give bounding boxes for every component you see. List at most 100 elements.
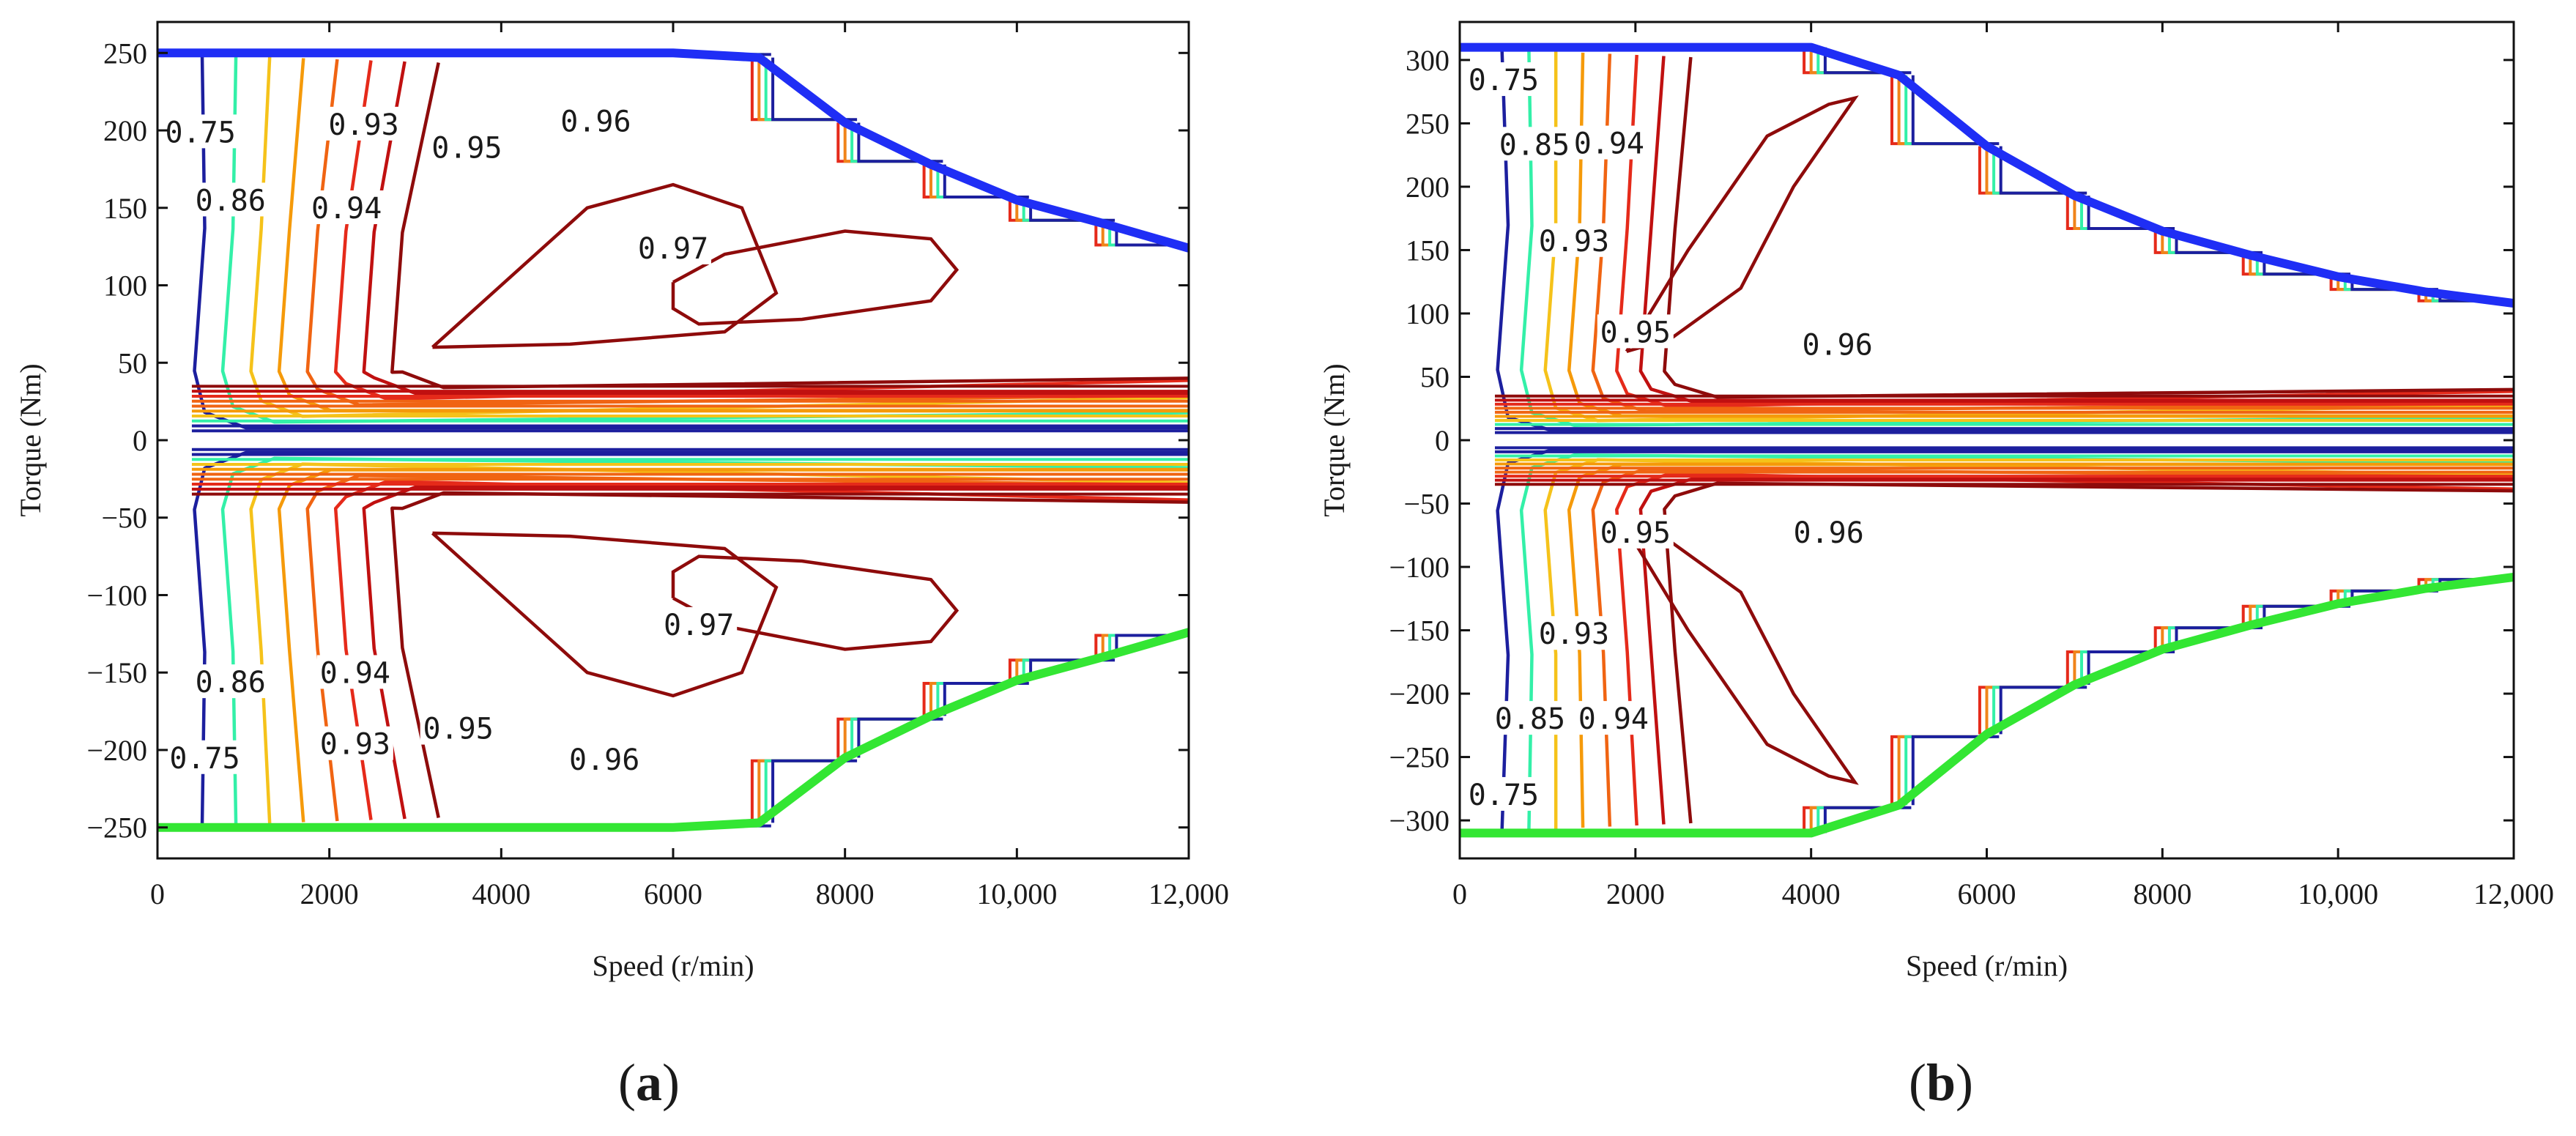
contour-label-bg — [661, 606, 738, 641]
contour-label-bg — [1496, 127, 1573, 161]
contour-island — [1625, 527, 1859, 785]
y-tick-label: 0 — [1435, 424, 1450, 457]
x-axis-label: Speed (r/min) — [592, 949, 754, 982]
y-tick-label: −150 — [86, 656, 147, 689]
motoring-envelope — [1460, 42, 2514, 308]
contour-line — [1615, 472, 2514, 826]
contour-line — [333, 60, 1189, 401]
contour-label-bg — [557, 103, 634, 138]
y-tick-label: −300 — [1389, 804, 1450, 837]
contour-island-inner — [671, 229, 959, 326]
contour-line — [1496, 49, 2514, 432]
contour-label: 0.97 — [638, 232, 708, 266]
contour-line — [1567, 52, 2514, 418]
x-tick-label: 12,000 — [1148, 877, 1229, 910]
contour-label: 0.94 — [1578, 702, 1649, 736]
contour-line — [362, 61, 1189, 396]
contour-label-bg — [420, 710, 497, 745]
plot-area — [157, 48, 1189, 832]
contour-island — [431, 531, 779, 698]
step-contour — [1904, 75, 1992, 146]
contour-label: 0.96 — [1802, 329, 1872, 363]
x-axis-label: Speed (r/min) — [1906, 949, 2068, 982]
contour-label: 0.75 — [1469, 64, 1539, 97]
contour-label-bg — [1535, 223, 1612, 257]
contour-island-inner — [671, 554, 959, 651]
step-contour — [2087, 650, 2175, 685]
contour-label-bg — [1465, 62, 1542, 97]
contour-label-bg — [1575, 701, 1652, 735]
contour-line — [277, 468, 1189, 823]
x-tick-label: 12,000 — [2473, 877, 2554, 910]
contour-label: 0.85 — [1495, 702, 1565, 736]
contour-line — [277, 58, 1189, 412]
contour-label: 0.86 — [196, 184, 266, 218]
contour-label-bg — [325, 106, 402, 141]
contour-label-bg — [1570, 125, 1647, 160]
contour-label-bg — [1597, 514, 1674, 549]
step-contour — [1911, 75, 2000, 146]
step-contour — [857, 122, 943, 163]
y-tick-label: −100 — [1389, 551, 1450, 584]
y-tick-label: 0 — [133, 424, 147, 457]
y-tick-label: 200 — [103, 114, 147, 147]
contour-line — [1496, 448, 2514, 831]
contour-line — [1638, 477, 2514, 825]
contour-line — [1567, 462, 2514, 828]
contour-label: 0.94 — [320, 656, 390, 690]
contour-line — [305, 59, 1189, 406]
y-tick-label: −200 — [86, 734, 147, 767]
contour-label: 0.96 — [569, 743, 639, 777]
x-tick-label: 8000 — [816, 877, 875, 910]
contour-label-bg — [192, 182, 269, 217]
axes-frame — [156, 21, 1190, 860]
y-tick-label: −50 — [101, 502, 147, 535]
step-contour — [1904, 735, 1992, 806]
contour-label-bg — [316, 655, 393, 689]
contour-label: 0.93 — [1539, 225, 1609, 259]
contour-label-bg — [1597, 314, 1674, 349]
contour-label: 0.75 — [166, 116, 236, 149]
contour-label: 0.75 — [169, 742, 240, 776]
plot-area — [1460, 42, 2514, 838]
y-tick-label: 50 — [118, 346, 147, 379]
contour-line — [1615, 54, 2514, 409]
contour-label: 0.95 — [423, 713, 494, 746]
contour-label-bg — [1790, 514, 1867, 549]
panel-b: 0.750.85 0.940.930.95 0.960.95 0.960.930.85… — [1318, 21, 2554, 1112]
x-tick-label: 0 — [150, 877, 165, 910]
y-tick-label: −50 — [1403, 488, 1450, 521]
contour-line — [1638, 56, 2514, 404]
contour-label-bg — [428, 130, 505, 164]
y-tick-label: 200 — [1406, 171, 1450, 204]
x-tick-label: 10,000 — [976, 877, 1057, 910]
y-tick-label: 150 — [103, 192, 147, 225]
contour-island — [431, 182, 779, 349]
contour-line — [333, 479, 1189, 820]
step-contour — [1999, 146, 2087, 195]
y-tick-label: −250 — [1389, 741, 1450, 774]
x-tick-label: 10,000 — [2298, 877, 2378, 910]
generating-envelope — [157, 628, 1189, 832]
y-tick-label: 250 — [103, 37, 147, 70]
step-contour — [771, 759, 858, 823]
contour-line — [1543, 51, 2514, 423]
contour-label-bg — [166, 740, 243, 774]
contour-label-bg — [1491, 701, 1568, 735]
contour-line — [362, 485, 1189, 820]
y-tick-label: 100 — [103, 270, 147, 302]
y-tick-label: −250 — [86, 812, 147, 844]
contour-label: 0.95 — [431, 132, 502, 166]
step-contour — [2087, 196, 2175, 230]
y-tick-label: 150 — [1406, 234, 1450, 267]
panel-label-letter: a — [636, 1053, 662, 1112]
y-tick-label: 300 — [1406, 44, 1450, 77]
panel-a: 0.75 0.86 0.93 0.94 0.95 0.96 0.97 0.97 0.86 0.94… — [14, 21, 1229, 1112]
contour-line — [305, 474, 1189, 822]
panel-label: (a) — [618, 1053, 680, 1112]
contour-label-bg — [162, 114, 239, 149]
y-tick-label: −100 — [86, 579, 147, 612]
step-contour — [857, 717, 943, 758]
